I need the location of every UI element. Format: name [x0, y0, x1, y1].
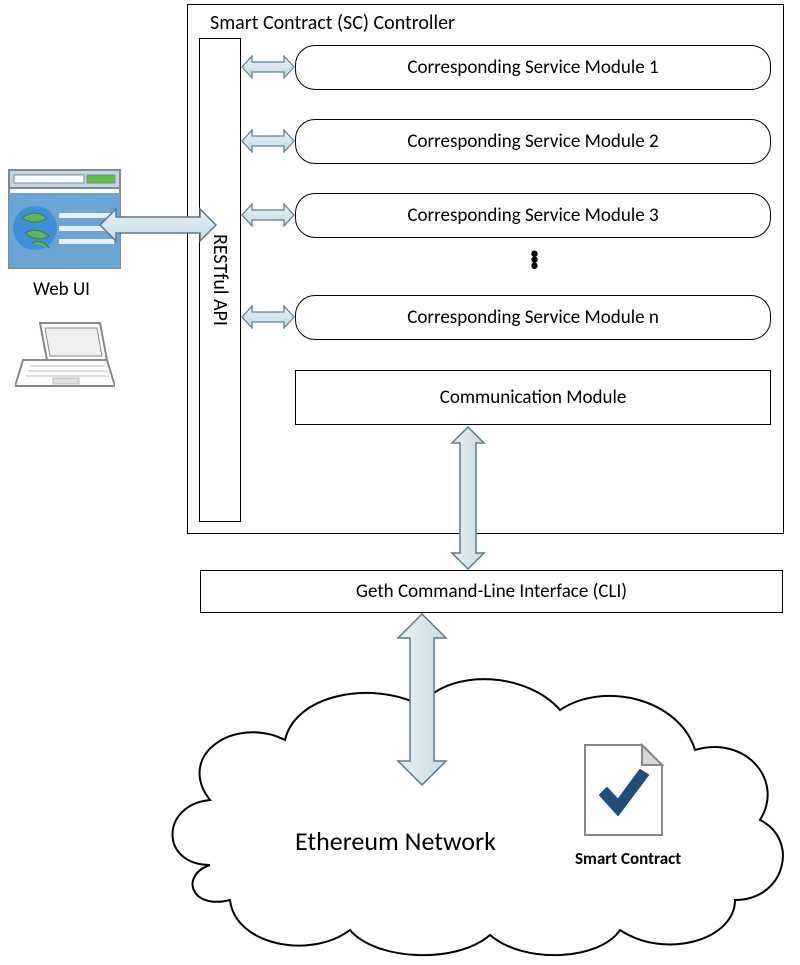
communication-module-label: Communication Module	[440, 386, 627, 409]
service-module-2: Corresponding Service Module 2	[295, 119, 771, 164]
service-module-n: Corresponding Service Module n	[295, 295, 771, 340]
service-module-1-label: Corresponding Service Module 1	[407, 56, 658, 79]
arrow-api-module-n	[240, 304, 296, 330]
geth-cli-label: Geth Command-Line Interface (CLI)	[356, 580, 627, 603]
arrow-api-module-1	[240, 54, 296, 80]
restful-api-label: RESTful API	[208, 234, 232, 326]
communication-module: Communication Module	[295, 370, 771, 425]
ethereum-label: Ethereum Network	[295, 825, 496, 857]
ellipsis-icon: •••	[530, 250, 539, 268]
arrow-geth-cloud	[392, 612, 452, 787]
smart-contract-label: Smart Contract	[575, 848, 681, 869]
service-module-2-label: Corresponding Service Module 2	[407, 130, 658, 153]
service-module-3: Corresponding Service Module 3	[295, 193, 771, 238]
laptop-icon	[15, 318, 115, 393]
service-module-1: Corresponding Service Module 1	[295, 45, 771, 90]
arrow-api-module-3	[240, 202, 296, 228]
cloud-icon	[120, 665, 800, 965]
arrow-comm-geth	[448, 425, 488, 571]
restful-api-box: RESTful API	[199, 38, 241, 522]
service-module-n-label: Corresponding Service Module n	[407, 306, 659, 329]
sc-controller-title: Smart Contract (SC) Controller	[210, 11, 455, 35]
web-ui-label: Web UI	[33, 278, 90, 301]
service-module-3-label: Corresponding Service Module 3	[407, 204, 658, 227]
geth-cli-box: Geth Command-Line Interface (CLI)	[200, 570, 783, 613]
document-checkmark-icon	[580, 740, 668, 840]
arrow-webui-restful	[98, 205, 218, 245]
arrow-api-module-2	[240, 128, 296, 154]
